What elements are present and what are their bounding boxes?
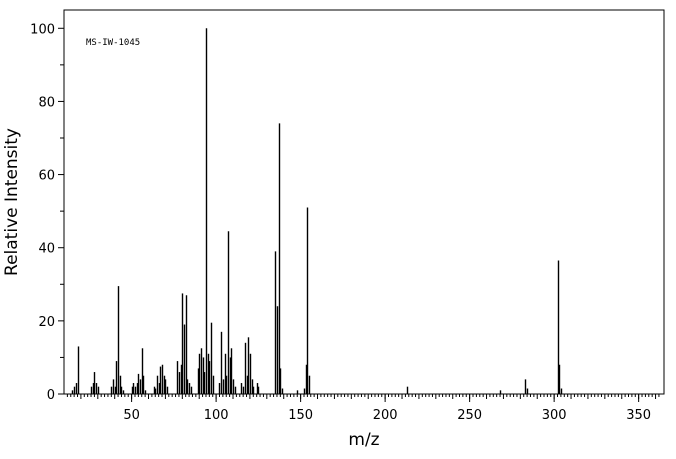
y-axis-title: Relative Intensity (2, 128, 22, 276)
x-tick-label: 150 (288, 408, 313, 423)
spectrum-id-annotation: MS-IW-1045 (86, 38, 140, 48)
x-tick-label: 100 (204, 408, 229, 423)
x-tick-label: 50 (123, 408, 140, 423)
y-tick-label: 100 (30, 22, 55, 37)
x-tick-label: 300 (542, 408, 567, 423)
plot-frame (63, 9, 665, 395)
x-axis-title: m/z (348, 430, 379, 450)
y-tick-label: 60 (38, 169, 55, 184)
x-tick-label: 350 (626, 408, 651, 423)
spectrum-peaks (71, 28, 563, 394)
y-tick-label: 0 (47, 388, 55, 403)
x-tick-label: 250 (457, 408, 482, 423)
x-tick-label: 200 (373, 408, 398, 423)
y-tick-label: 80 (38, 95, 55, 110)
y-axis-ticks: 0 20 40 60 80 100 (30, 22, 64, 403)
x-axis-ticks: 50 100 150 200 250 300 350 (123, 394, 651, 423)
minor-x-ticks (66, 394, 660, 399)
y-tick-label: 20 (38, 315, 55, 330)
y-tick-label: 40 (38, 242, 55, 257)
